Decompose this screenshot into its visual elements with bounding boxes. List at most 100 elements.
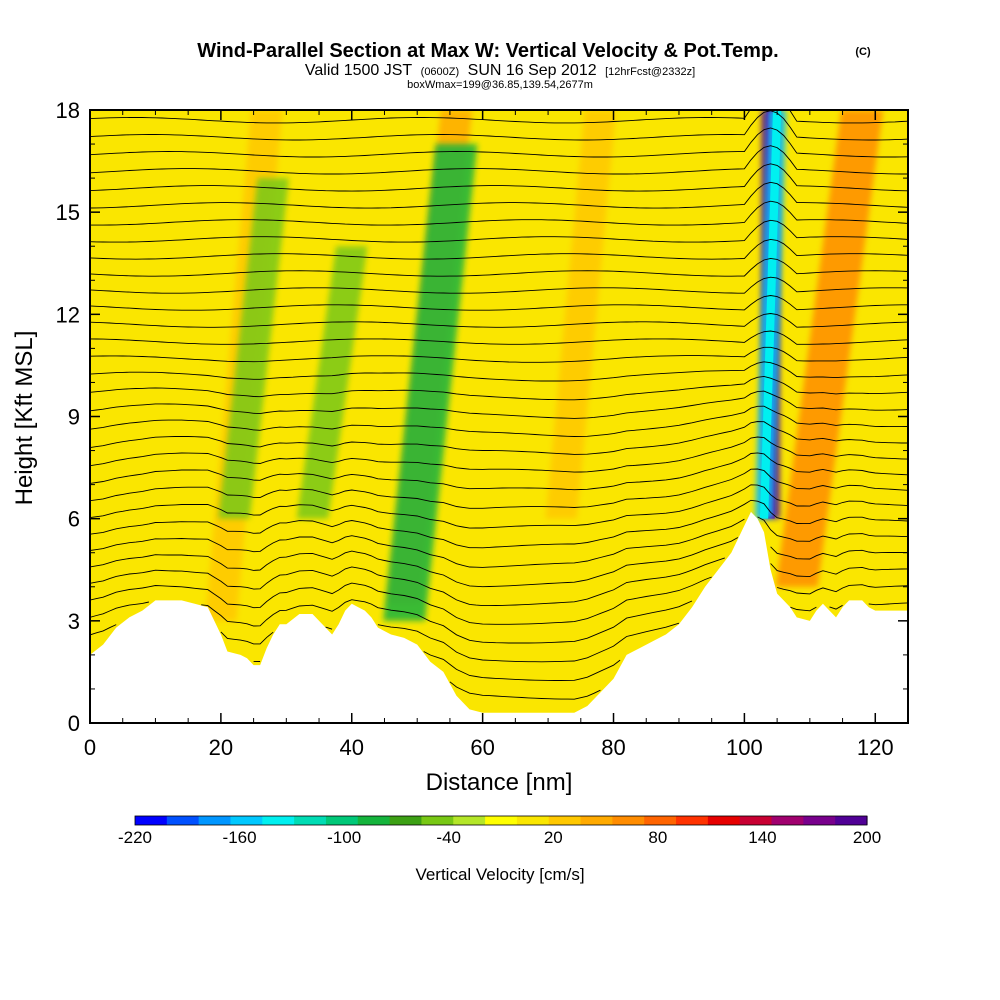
theta-contour <box>90 375 908 401</box>
colorbar-swatch <box>485 816 518 825</box>
subtitle-line: Valid 1500 JST (0600Z) SUN 16 Sep 2012 [… <box>305 62 695 79</box>
colorbar-swatch <box>644 816 677 825</box>
y-tick-label: 3 <box>68 609 80 634</box>
theta-contour <box>90 405 908 437</box>
colorbar-swatch <box>739 816 773 825</box>
colorbar-swatch <box>771 816 804 825</box>
colorbar-swatch <box>676 816 709 825</box>
y-tick-label: 9 <box>68 405 80 430</box>
valid-date: SUN 16 Sep 2012 <box>468 62 597 79</box>
velocity-band <box>218 178 289 519</box>
x-tick-label: 100 <box>726 735 763 760</box>
colorbar-swatch <box>357 816 391 825</box>
plot-area <box>90 110 908 723</box>
colorbar-swatch <box>612 816 645 825</box>
colorbar-swatch <box>580 816 613 825</box>
theta-contour <box>90 599 908 644</box>
colorbar-swatch <box>421 816 454 825</box>
theta-contour <box>90 313 908 328</box>
theta-contour <box>90 295 908 311</box>
theta-contour <box>90 330 908 345</box>
velocity-band <box>383 144 478 621</box>
valid-zulu: (0600Z) <box>421 66 460 78</box>
colorbar-frame <box>134 815 868 826</box>
colorbar-swatch <box>325 816 359 825</box>
y-tick-label: 0 <box>68 711 80 736</box>
theta-contour <box>90 276 908 294</box>
valid-prefix: Valid 1500 JST <box>305 62 413 79</box>
theta-contour <box>90 452 908 491</box>
x-tick-label: 40 <box>340 735 364 760</box>
theta-contour <box>253 651 621 681</box>
x-tick-label: 80 <box>601 735 625 760</box>
theta-contour <box>90 110 908 141</box>
colorbar-tick-label: 20 <box>544 828 563 847</box>
theta-contour <box>90 219 908 243</box>
colorbar-swatch <box>707 816 741 825</box>
theta-contour <box>90 200 908 226</box>
chart-title: Wind-Parallel Section at Max W: Vertical… <box>197 40 778 62</box>
y-tick-label: 18 <box>56 98 80 123</box>
colorbar-tick-label: 140 <box>748 828 776 847</box>
theta-contour <box>90 576 908 625</box>
velocity-band <box>545 110 617 519</box>
velocity-band <box>296 246 368 519</box>
theta-contour <box>449 681 601 700</box>
y-tick-label: 15 <box>56 200 80 225</box>
colorbar-tick-label: 80 <box>648 828 667 847</box>
colorbar: -220 -160 -100 -40 20 80 140 200 <box>118 815 881 847</box>
colorbar-swatch <box>835 816 868 825</box>
colorbar-swatch <box>453 816 486 825</box>
colorbar-swatch <box>803 816 836 825</box>
colorbar-swatch <box>166 816 200 825</box>
theta-contour <box>90 436 908 473</box>
colorbar-swatch <box>262 816 295 825</box>
colorbar-swatch <box>230 816 263 825</box>
forecast-tag: [12hrFcst@2332z] <box>605 66 695 78</box>
theta-contour <box>90 181 908 209</box>
axis-ticks: 0 20 40 60 80 100 120 0 3 6 9 12 15 18 <box>56 98 908 760</box>
theta-contour <box>90 421 908 455</box>
colorbar-tick-label: -40 <box>436 828 461 847</box>
theta-contour <box>90 499 908 549</box>
theta-contour <box>90 557 908 607</box>
colorbar-tick-label: -100 <box>327 828 361 847</box>
theta-contour <box>90 484 908 529</box>
x-tick-label: 120 <box>857 735 894 760</box>
copyright-mark: (C) <box>855 46 871 58</box>
theta-contour <box>90 110 908 124</box>
theta-contour <box>90 622 680 663</box>
theta-contours <box>90 110 908 700</box>
colorbar-tick-label: 200 <box>853 828 881 847</box>
colorbar-swatch <box>294 816 327 825</box>
box-info: boxWmax=199@36.85,139.54,2677m <box>407 79 593 91</box>
colorbar-label: Vertical Velocity [cm/s] <box>415 865 584 884</box>
colorbar-tick-label: -220 <box>118 828 152 847</box>
theta-contour <box>90 468 908 509</box>
theta-contour <box>90 127 908 158</box>
x-tick-label: 0 <box>84 735 96 760</box>
theta-contour <box>90 537 908 588</box>
theta-contour <box>90 145 908 175</box>
theta-contour <box>90 346 908 363</box>
x-tick-label: 60 <box>470 735 494 760</box>
x-axis-label: Distance [nm] <box>426 769 573 796</box>
colorbar-swatch <box>198 816 232 825</box>
y-tick-label: 12 <box>56 302 80 327</box>
colorbar-swatch <box>389 816 423 825</box>
colorbar-swatch <box>548 816 582 825</box>
colorbar-tick-label: -160 <box>223 828 257 847</box>
colorbar-swatch <box>135 816 168 825</box>
velocity-band-core <box>759 110 782 519</box>
theta-contour <box>90 516 908 568</box>
theta-contour <box>90 238 908 260</box>
theta-contour <box>90 257 908 277</box>
theta-contour <box>90 361 908 382</box>
colorbar-swatch <box>516 816 550 825</box>
y-tick-label: 6 <box>68 507 80 532</box>
x-tick-label: 20 <box>209 735 233 760</box>
theta-contour <box>90 390 908 419</box>
theta-contour <box>90 163 908 192</box>
velocity-band <box>775 110 884 587</box>
